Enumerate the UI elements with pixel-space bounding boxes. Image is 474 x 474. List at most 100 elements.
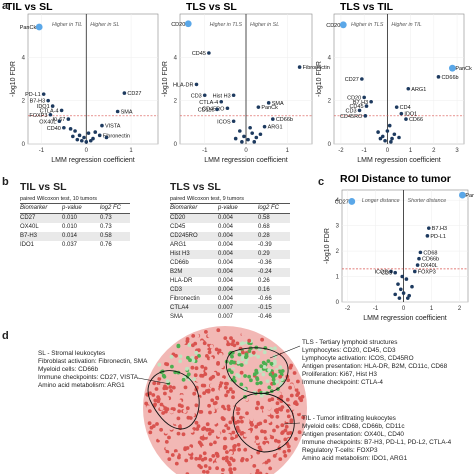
cell-dot	[202, 391, 207, 395]
cell-dot	[275, 401, 280, 406]
tls-line: Lymphocyte activation: ICOS, CD45RO	[302, 355, 414, 362]
cell-dot	[213, 401, 218, 405]
data-point	[79, 138, 84, 143]
cell-dot	[148, 413, 153, 418]
cell-dot	[169, 354, 174, 359]
cell-dot	[241, 332, 246, 336]
cell-dot	[290, 377, 294, 381]
point-label: SMA	[272, 101, 284, 107]
table-cell: 0.76	[100, 242, 112, 248]
cell-dot	[176, 416, 181, 421]
data-point	[389, 140, 393, 144]
cell-dot	[285, 418, 289, 423]
cell-dot	[251, 438, 256, 442]
cell-dot	[240, 431, 245, 435]
cell-dot	[151, 393, 156, 397]
table-cell: 0.16	[258, 287, 270, 293]
cell-dot	[256, 354, 261, 359]
chart-title: ROI Distance to tumor	[340, 173, 451, 185]
cell-dot	[171, 385, 176, 390]
cell-dot	[249, 417, 254, 422]
point-label: SMA	[121, 110, 133, 116]
cell-dot	[206, 388, 211, 393]
cell-dot	[153, 431, 158, 436]
cell-dot	[194, 350, 199, 355]
table-cell: 0.73	[100, 224, 112, 230]
table-row: B2M 0.004 -0.24	[170, 268, 290, 277]
cell-dot	[301, 415, 306, 420]
cell-dot	[217, 425, 222, 430]
data-point	[266, 101, 271, 105]
x-axis-label: LMM regression coefficient	[363, 315, 447, 322]
cell-dot	[246, 430, 251, 434]
cell-dot	[164, 362, 168, 366]
cell-dot	[204, 436, 208, 440]
cell-dot	[202, 341, 207, 346]
til-line: Regulatory T-cells: FOXP3	[302, 447, 378, 454]
point-label: B7.H3	[432, 226, 447, 232]
cell-dot	[255, 439, 260, 444]
data-point	[360, 77, 364, 81]
data-point	[242, 134, 246, 139]
tls-line: Immune checkpoint: CTLA-4	[302, 379, 383, 386]
cell-dot	[293, 413, 298, 418]
cell-dot	[194, 366, 199, 371]
cell-dot	[195, 378, 200, 382]
x-tick-label: 1	[430, 306, 434, 312]
cell-dot	[207, 431, 212, 436]
cell-dot	[263, 419, 268, 424]
cell-dot	[273, 373, 278, 378]
cell-dot	[285, 409, 290, 413]
data-point	[399, 287, 403, 292]
cell-dot	[222, 412, 227, 417]
cell-dot	[274, 421, 279, 426]
cell-dot	[246, 416, 251, 421]
cell-dot	[209, 423, 214, 427]
point-label: CD66	[409, 117, 423, 123]
cell-dot	[278, 369, 283, 374]
cell-dot	[170, 364, 174, 369]
cell-dot	[175, 395, 180, 399]
point-label: VISTA	[105, 124, 121, 130]
point-label: FOXP3	[29, 113, 47, 119]
cell-dot	[215, 454, 220, 458]
cell-dot	[229, 370, 234, 375]
tls-line: Lymphocytes: CD20, CD45, CD3	[302, 347, 396, 354]
til-line: Myeloid cells: CD68, CD66b, CD11c	[302, 423, 405, 430]
cell-dot	[191, 358, 196, 363]
table-row: CD27 0.010 0.73	[20, 214, 130, 223]
cell-dot	[181, 432, 186, 437]
cell-dot	[255, 471, 259, 474]
cell-dot	[209, 439, 214, 443]
y-tick-label: 4	[174, 55, 178, 61]
cell-dot	[243, 433, 248, 438]
cell-dot	[167, 457, 172, 461]
cell-dot	[231, 339, 236, 343]
cell-dot	[171, 444, 176, 449]
cell-dot	[195, 453, 200, 458]
x-tick-label: -1	[202, 148, 208, 154]
cell-dot	[223, 336, 228, 340]
point-label: CD4	[400, 105, 411, 111]
cell-dot	[221, 404, 225, 409]
cell-dot	[270, 408, 275, 412]
cell-dot	[248, 346, 253, 351]
cell-dot	[210, 435, 215, 440]
cell-dot	[269, 361, 274, 366]
cell-dot	[255, 406, 259, 411]
data-point	[73, 129, 77, 133]
point-label: CD20	[326, 23, 340, 29]
cell-dot	[185, 339, 190, 343]
table-row: OX40L 0.010 0.73	[20, 223, 130, 232]
cell-dot	[209, 344, 214, 349]
til-line: Immune checkpoints: B7-H3, PD-L1, PD-L2,…	[302, 439, 452, 446]
cell-dot	[289, 401, 294, 406]
y-tick-label: 0	[22, 142, 26, 148]
data-point	[88, 138, 93, 143]
data-point	[104, 135, 109, 140]
cell-dot	[232, 343, 237, 348]
cell-dot	[198, 450, 203, 454]
cell-dot	[157, 377, 162, 381]
cell-dot	[258, 381, 263, 385]
cell-dot	[235, 329, 240, 334]
